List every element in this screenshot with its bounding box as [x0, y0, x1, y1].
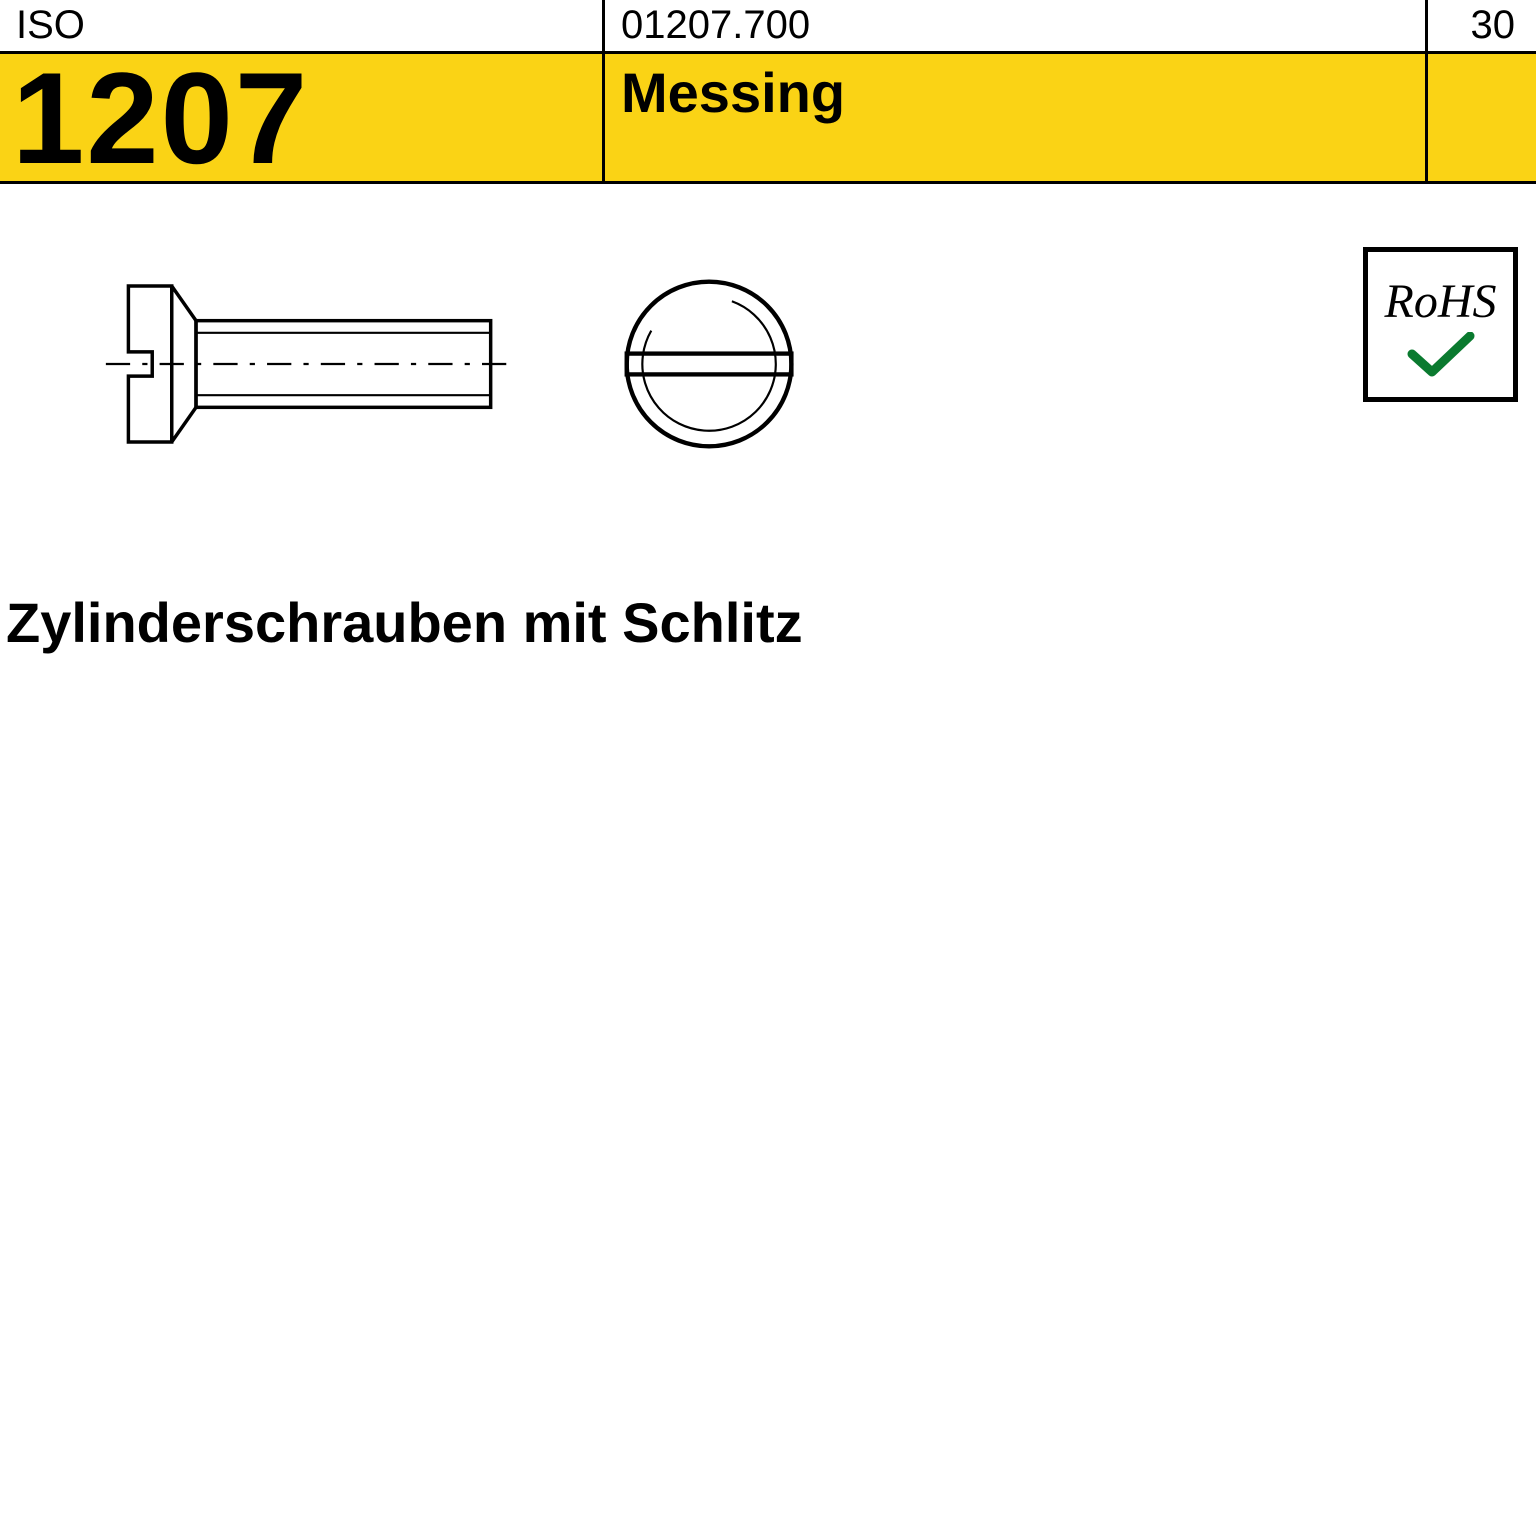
cell-page-number: 30	[1428, 0, 1533, 51]
cell-standard-number: 1207	[0, 54, 605, 181]
cell-empty	[1428, 54, 1533, 181]
cell-code: 01207.700	[605, 0, 1428, 51]
header-table: ISO 01207.700 30 1207 Messing	[0, 0, 1536, 184]
rohs-check-icon	[1406, 332, 1476, 378]
product-caption: Zylinderschrauben mit Schlitz	[6, 590, 803, 655]
cell-standard-label: ISO	[0, 0, 605, 51]
cell-material: Messing	[605, 54, 1428, 181]
page: ISO 01207.700 30 1207 Messing RoHS Zylin…	[0, 0, 1536, 1536]
rohs-badge: RoHS	[1363, 247, 1518, 402]
header-row-2: 1207 Messing	[0, 54, 1536, 184]
technical-diagram	[0, 260, 1536, 520]
rohs-label: RoHS	[1385, 278, 1497, 326]
